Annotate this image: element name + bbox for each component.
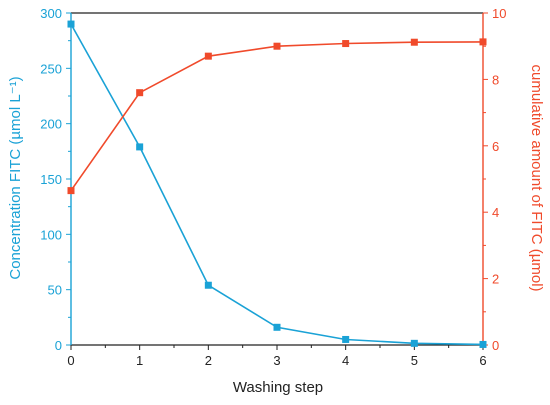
left-tick-label: 100 (40, 227, 62, 242)
left-y-axis-label: Concentration FITC (µmol L⁻¹) (7, 76, 24, 279)
left-tick-label: 0 (55, 338, 62, 353)
x-tick-label: 6 (479, 353, 486, 368)
right-tick-label: 4 (492, 205, 499, 220)
data-point-right (410, 38, 418, 46)
data-point-left (479, 340, 487, 348)
x-tick-label: 3 (273, 353, 280, 368)
data-point-left (342, 335, 350, 343)
data-point-right (342, 40, 350, 48)
right-tick-label: 8 (492, 72, 499, 87)
x-tick-label: 0 (67, 353, 74, 368)
data-point-left (136, 143, 144, 151)
left-y-axis: 0 50 100 150 200 250 300 (40, 6, 71, 353)
series-line-right (70, 41, 484, 192)
left-tick-label: 250 (40, 61, 62, 76)
plot-frame (70, 12, 484, 346)
right-tick-label: 2 (492, 272, 499, 287)
x-axis: 0 1 2 3 4 5 6 (67, 345, 487, 368)
data-point-left (410, 339, 418, 347)
data-point-left (273, 323, 281, 331)
data-point-right (479, 38, 487, 46)
right-tick-label: 10 (492, 6, 506, 21)
data-point-right (273, 42, 281, 50)
series-layer (67, 20, 487, 348)
data-point-right (67, 187, 75, 195)
data-point-left (67, 20, 75, 28)
left-tick-label: 300 (40, 6, 62, 21)
series-line-left (70, 23, 484, 346)
x-tick-label: 4 (342, 353, 349, 368)
x-axis-label: Washing step (233, 379, 323, 396)
left-tick-label: 200 (40, 117, 62, 132)
data-point-right (136, 89, 144, 97)
left-tick-label: 150 (40, 172, 62, 187)
x-tick-label: 1 (136, 353, 143, 368)
right-y-axis-label: cumulative amount of FITC (µmol) (528, 64, 545, 291)
data-point-left (204, 281, 212, 289)
data-point-right (204, 52, 212, 60)
x-tick-label: 5 (411, 353, 418, 368)
left-tick-label: 50 (48, 283, 62, 298)
x-tick-label: 2 (205, 353, 212, 368)
right-y-axis: 0 2 4 6 8 10 (483, 6, 506, 353)
right-tick-label: 0 (492, 338, 499, 353)
right-tick-label: 6 (492, 139, 499, 154)
